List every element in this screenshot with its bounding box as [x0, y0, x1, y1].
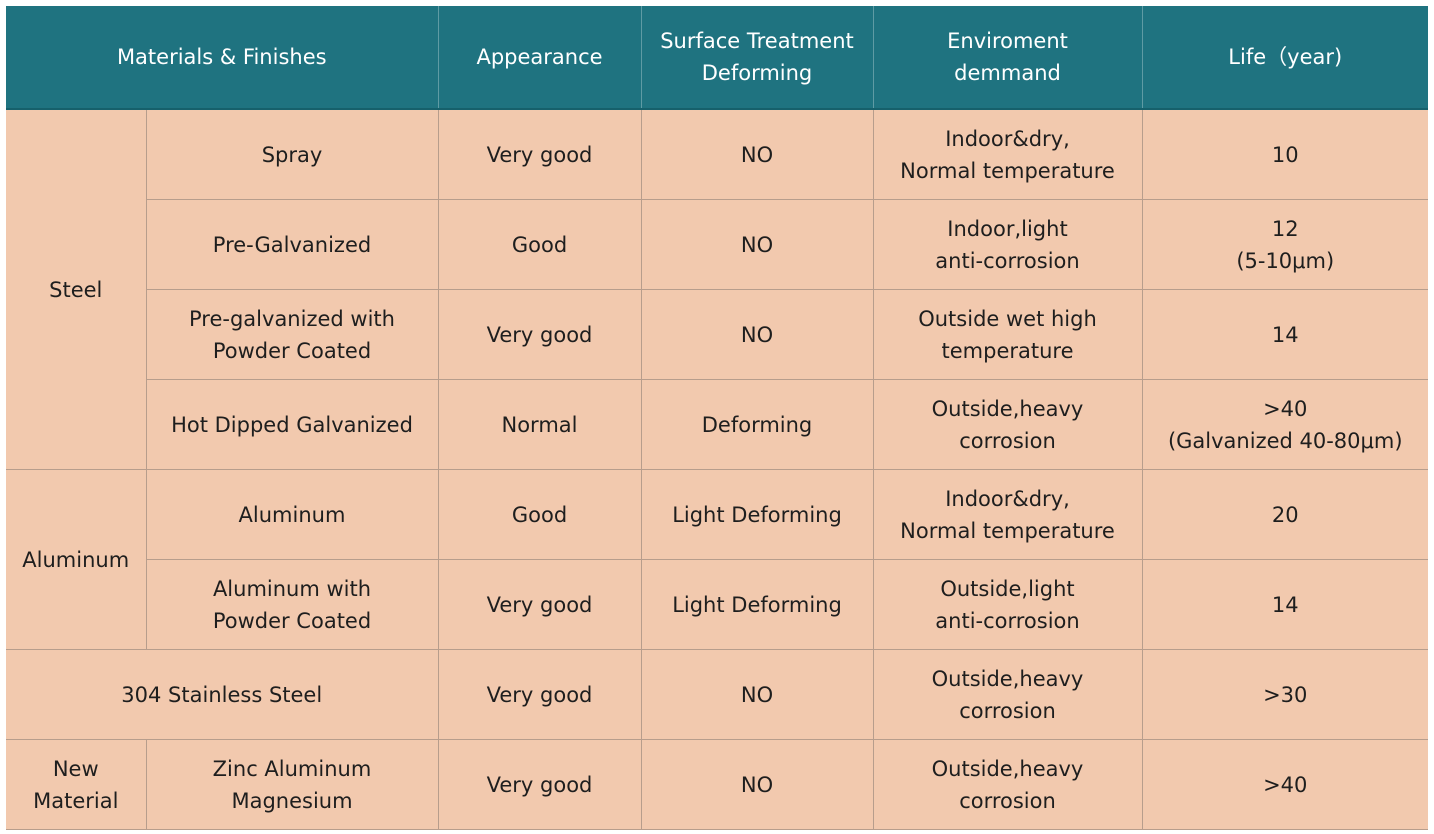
group-aluminum: Aluminum [6, 469, 147, 650]
life-cell: 12 (5-10μm) [1142, 199, 1428, 290]
life-cell: 14 [1142, 559, 1428, 650]
finish-cell: Spray [146, 109, 439, 200]
group-steel: Steel [6, 109, 147, 470]
header-row: Materials & Finishes Appearance Surface … [6, 6, 1428, 110]
life-cell: 14 [1142, 289, 1428, 380]
appearance-cell: Very good [438, 649, 642, 740]
table-row: 304 Stainless Steel Very good NO Outside… [6, 649, 1428, 740]
group-new-material: New Material [6, 739, 147, 830]
appearance-cell: Very good [438, 739, 642, 830]
appearance-cell: Good [438, 469, 642, 560]
table-row: Aluminum with Powder Coated Very good Li… [6, 559, 1428, 650]
table-row: New Material Zinc Aluminum Magnesium Ver… [6, 739, 1428, 830]
header-materials: Materials & Finishes [6, 6, 439, 110]
finish-cell: Pre-Galvanized [146, 199, 439, 290]
table-row: Hot Dipped Galvanized Normal Deforming O… [6, 379, 1428, 470]
life-cell: >40 (Galvanized 40-80μm) [1142, 379, 1428, 470]
life-cell: >30 [1142, 649, 1428, 740]
environment-cell: Indoor,light anti-corrosion [873, 199, 1143, 290]
materials-comparison-table: Materials & Finishes Appearance Surface … [6, 6, 1428, 830]
header-surface-treatment: Surface Treatment Deforming [641, 6, 874, 110]
group-stainless-steel: 304 Stainless Steel [6, 649, 439, 740]
surface-cell: NO [641, 289, 874, 380]
finish-cell: Zinc Aluminum Magnesium [146, 739, 439, 830]
table-row: Pre-galvanized with Powder Coated Very g… [6, 289, 1428, 380]
header-life: Life（year) [1142, 6, 1428, 110]
surface-cell: Light Deforming [641, 559, 874, 650]
table-row: Steel Spray Very good NO Indoor&dry, Nor… [6, 109, 1428, 470]
life-cell: >40 [1142, 739, 1428, 830]
header-environment: Enviroment demmand [873, 6, 1143, 110]
finish-cell: Hot Dipped Galvanized [146, 379, 439, 470]
surface-cell: NO [641, 109, 874, 200]
environment-cell: Outside wet high temperature [873, 289, 1143, 380]
appearance-cell: Very good [438, 559, 642, 650]
finish-cell: Aluminum with Powder Coated [146, 559, 439, 650]
surface-cell: Light Deforming [641, 469, 874, 560]
life-cell: 10 [1142, 109, 1428, 200]
spec-table-container: Materials & Finishes Appearance Surface … [6, 6, 1428, 830]
appearance-cell: Good [438, 199, 642, 290]
table-row: Aluminum Aluminum Good Light Deforming I… [6, 469, 1428, 650]
environment-cell: Indoor&dry, Normal temperature [873, 109, 1143, 200]
finish-cell: Aluminum [146, 469, 439, 560]
table-row: Pre-Galvanized Good NO Indoor,light anti… [6, 199, 1428, 290]
environment-cell: Outside,heavy corrosion [873, 649, 1143, 740]
environment-cell: Indoor&dry, Normal temperature [873, 469, 1143, 560]
finish-cell: Pre-galvanized with Powder Coated [146, 289, 439, 380]
header-appearance: Appearance [438, 6, 642, 110]
life-cell: 20 [1142, 469, 1428, 560]
environment-cell: Outside,light anti-corrosion [873, 559, 1143, 650]
surface-cell: NO [641, 739, 874, 830]
surface-cell: NO [641, 199, 874, 290]
appearance-cell: Very good [438, 109, 642, 200]
environment-cell: Outside,heavy corrosion [873, 739, 1143, 830]
appearance-cell: Normal [438, 379, 642, 470]
environment-cell: Outside,heavy corrosion [873, 379, 1143, 470]
surface-cell: NO [641, 649, 874, 740]
appearance-cell: Very good [438, 289, 642, 380]
surface-cell: Deforming [641, 379, 874, 470]
